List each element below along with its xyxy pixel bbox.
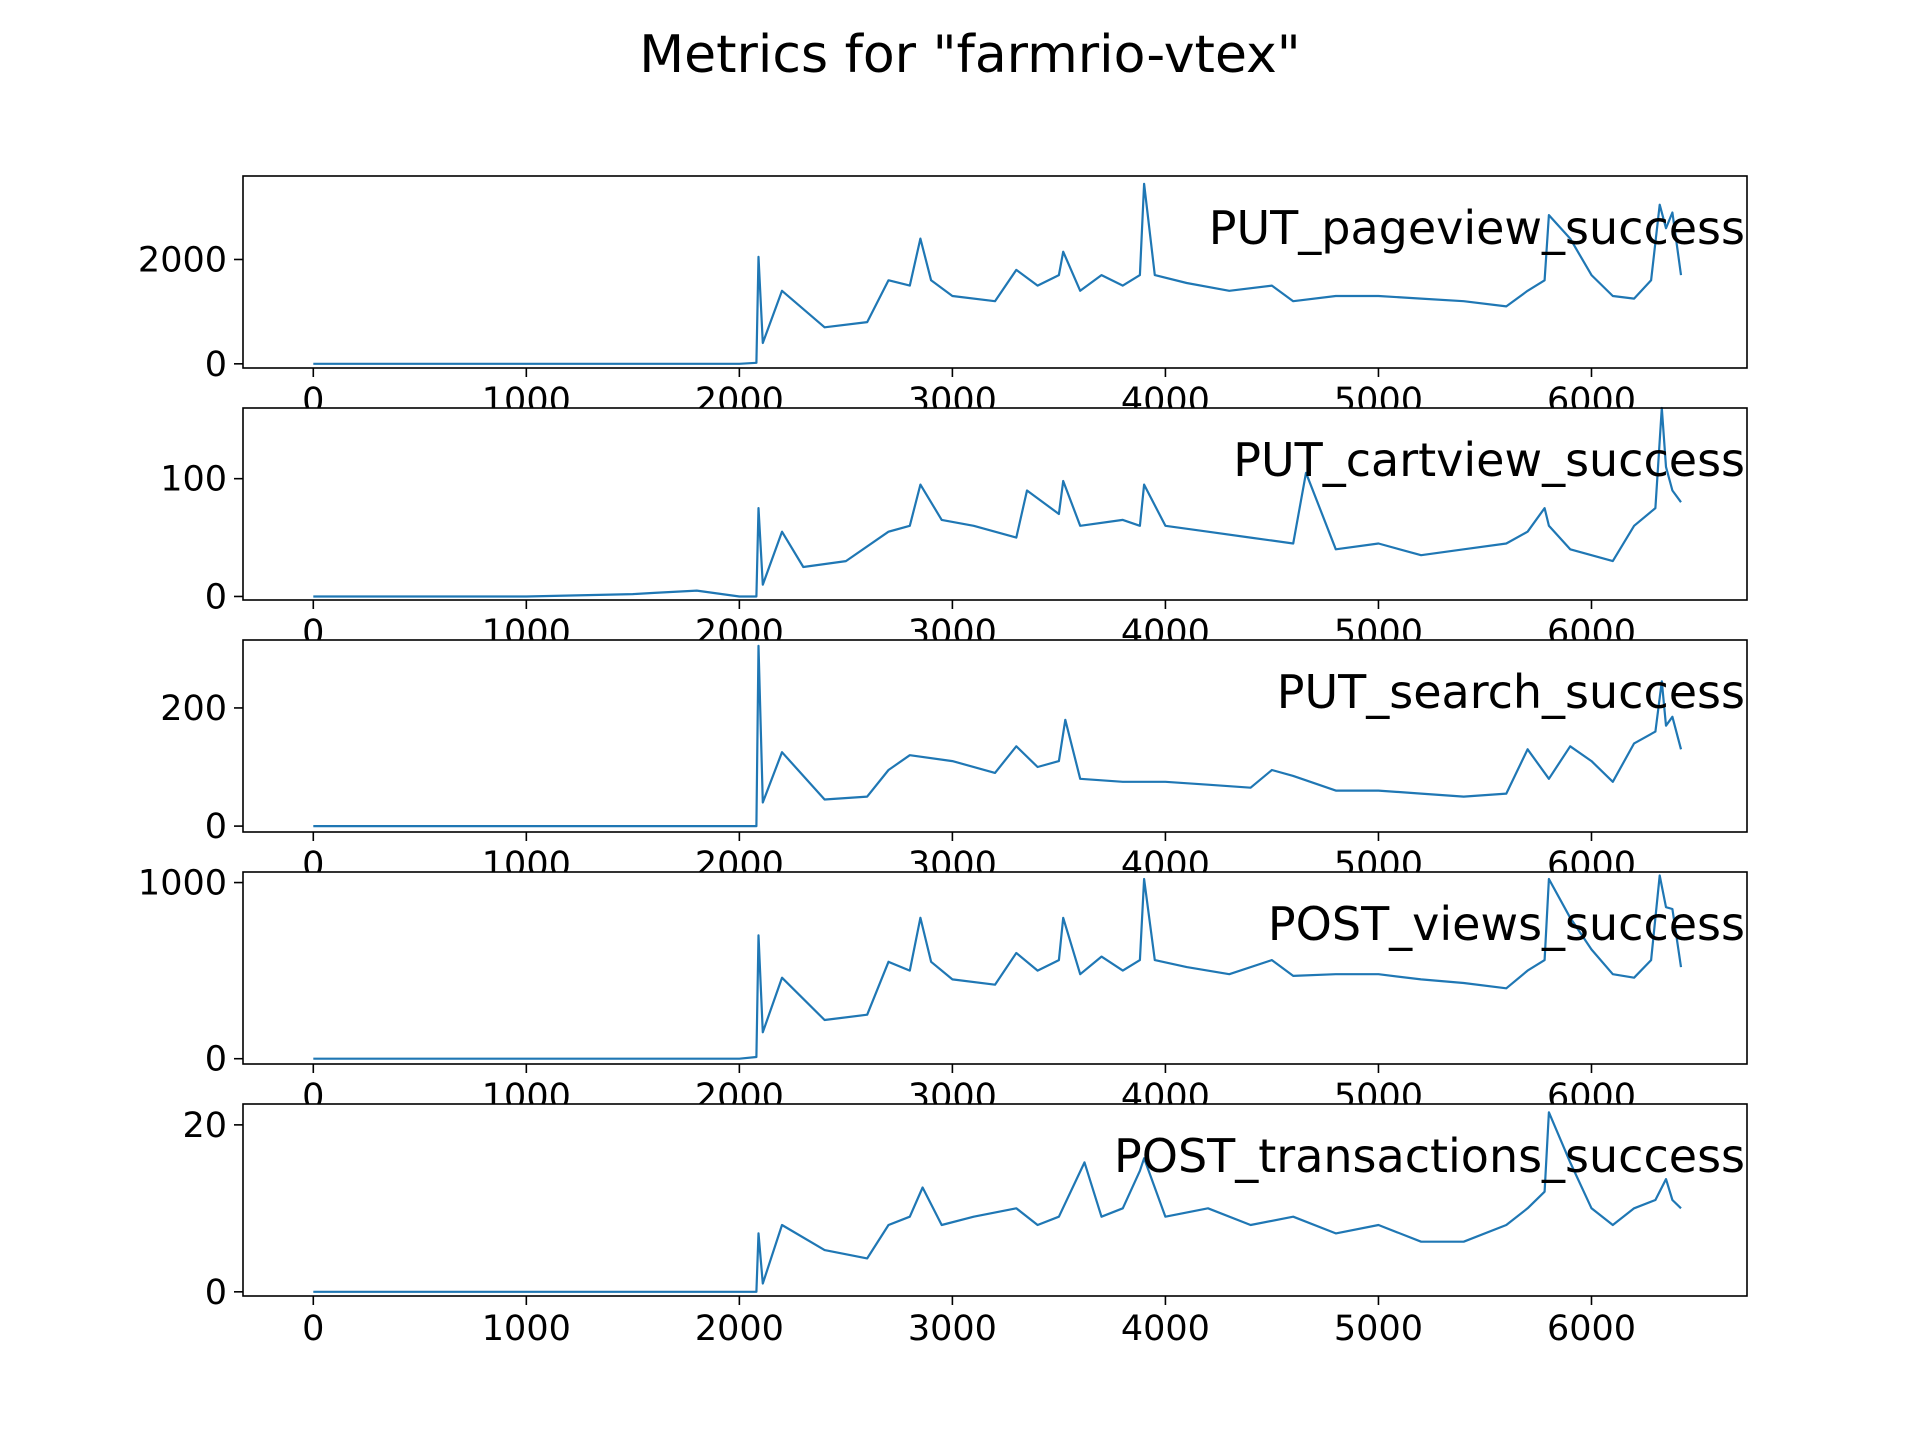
y-tick-label: 2000 [138,240,227,280]
y-tick-label: 200 [160,689,227,729]
panel-label: POST_views_success [1268,897,1745,951]
series-line [313,644,1683,828]
x-tick-label: 2000 [695,1309,784,1349]
x-tick-label: 0 [302,1309,324,1349]
x-tick-label: 3000 [908,1309,997,1349]
axes-frame [242,1103,1748,1297]
panel-label: POST_transactions_success [1114,1129,1745,1183]
panels-layer: 0 1000 2000 3000 4000 5000 600002000PUT_pagevi… [138,175,1748,1349]
panel-5: 0 1000 2000 3000 4000 5000 6000 0 20 POST_transac… [182,1103,1748,1349]
y-tick-label: 0 [205,1273,227,1313]
axes-frame [242,639,1748,833]
plot-area [243,640,1747,832]
panel-label: PUT_cartview_success [1233,433,1745,487]
series-line [313,874,1683,1060]
y-tick-label: 0 [205,577,227,617]
y-tick-label: 1000 [138,864,227,904]
chart-title: Metrics for "farmrio-vtex" [639,25,1300,85]
y-tick-label: 20 [182,1106,227,1146]
x-tick-label: 4000 [1121,1309,1210,1349]
plot-area [243,872,1747,1064]
panel-label: PUT_search_success [1277,665,1745,719]
y-tick-label: 0 [205,807,227,847]
y-tick-label: 0 [205,1040,227,1080]
axes-frame [242,175,1748,369]
x-tick-label: 6000 [1547,1309,1636,1349]
series-line [313,1111,1682,1293]
plot-area [243,176,1747,368]
x-tick-label: 5000 [1334,1309,1423,1349]
panel-1: 0 1000 2000 3000 4000 5000 600002000PUT_pagevi… [138,175,1748,421]
x-tick-label: 1000 [482,1309,571,1349]
panel-label: PUT_pageview_success [1209,201,1745,255]
series-line [313,182,1683,365]
series-line [313,406,1682,598]
panel-4: 0 1000 2000 3000 4000 5000 600001000POST_views… [138,864,1748,1117]
axes-frame [242,871,1748,1065]
plot-area [243,1104,1747,1296]
y-tick-label: 0 [205,345,227,385]
plot-area [243,408,1747,600]
y-tick-label: 100 [160,460,227,500]
axes-frame [242,407,1748,601]
